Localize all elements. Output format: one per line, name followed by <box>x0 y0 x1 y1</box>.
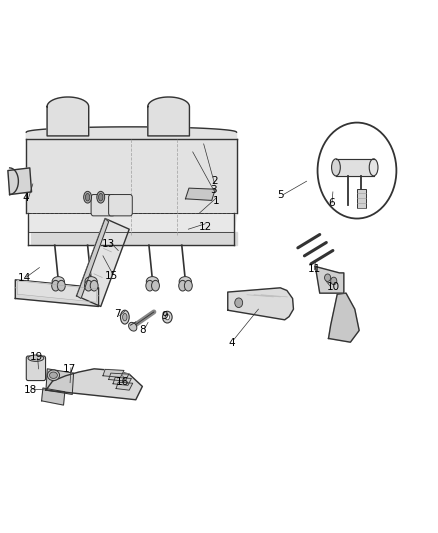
Circle shape <box>325 274 331 281</box>
Polygon shape <box>315 266 344 293</box>
Polygon shape <box>31 232 237 245</box>
Text: 16: 16 <box>116 377 129 386</box>
Ellipse shape <box>57 280 65 291</box>
Polygon shape <box>46 369 142 400</box>
Text: 5: 5 <box>277 190 284 199</box>
Polygon shape <box>228 288 293 320</box>
Ellipse shape <box>369 159 378 176</box>
Ellipse shape <box>162 311 172 323</box>
Text: 19: 19 <box>30 352 43 362</box>
Polygon shape <box>8 168 32 195</box>
Polygon shape <box>46 369 74 394</box>
Text: 10: 10 <box>326 282 339 292</box>
Text: 1: 1 <box>212 197 219 206</box>
Polygon shape <box>77 219 129 306</box>
Ellipse shape <box>49 372 57 378</box>
Ellipse shape <box>84 191 92 203</box>
Ellipse shape <box>90 280 98 291</box>
Ellipse shape <box>52 280 60 291</box>
Text: 11: 11 <box>308 264 321 273</box>
Ellipse shape <box>184 280 192 291</box>
Circle shape <box>235 298 243 308</box>
Text: 14: 14 <box>18 273 31 283</box>
Polygon shape <box>103 369 124 377</box>
Polygon shape <box>116 382 133 390</box>
Ellipse shape <box>146 277 159 286</box>
Ellipse shape <box>332 159 340 176</box>
Text: 3: 3 <box>210 185 217 195</box>
Ellipse shape <box>146 280 154 291</box>
FancyBboxPatch shape <box>109 195 132 216</box>
Polygon shape <box>335 159 374 176</box>
Polygon shape <box>113 377 131 385</box>
Text: 18: 18 <box>24 385 37 395</box>
FancyBboxPatch shape <box>26 356 46 381</box>
Ellipse shape <box>28 355 44 361</box>
Polygon shape <box>328 293 359 342</box>
Text: 17: 17 <box>63 364 76 374</box>
Polygon shape <box>26 127 237 139</box>
Bar <box>357 189 366 208</box>
Ellipse shape <box>52 277 64 286</box>
Ellipse shape <box>97 191 105 203</box>
Ellipse shape <box>129 322 137 331</box>
Ellipse shape <box>123 313 127 321</box>
Polygon shape <box>26 139 237 213</box>
Text: 9: 9 <box>161 311 168 320</box>
Text: 7: 7 <box>114 310 121 319</box>
Circle shape <box>318 123 396 219</box>
Text: 13: 13 <box>102 239 115 248</box>
Ellipse shape <box>85 193 90 201</box>
Text: 12: 12 <box>198 222 212 231</box>
Polygon shape <box>42 388 65 405</box>
Text: 4: 4 <box>229 338 236 348</box>
Polygon shape <box>47 97 88 136</box>
Polygon shape <box>77 219 109 298</box>
Polygon shape <box>185 188 215 200</box>
Ellipse shape <box>99 193 103 201</box>
Text: 8: 8 <box>139 325 146 335</box>
Circle shape <box>331 277 337 285</box>
Text: 15: 15 <box>105 271 118 281</box>
Ellipse shape <box>152 280 159 291</box>
Ellipse shape <box>179 277 191 286</box>
Ellipse shape <box>85 280 92 291</box>
Ellipse shape <box>85 277 97 286</box>
Text: 4: 4 <box>22 193 29 203</box>
Text: 6: 6 <box>328 198 336 208</box>
Ellipse shape <box>179 280 187 291</box>
Polygon shape <box>15 280 99 306</box>
Ellipse shape <box>120 310 129 324</box>
Polygon shape <box>18 281 96 302</box>
Text: 2: 2 <box>211 176 218 186</box>
Polygon shape <box>148 97 189 136</box>
FancyBboxPatch shape <box>91 195 115 216</box>
Polygon shape <box>109 373 129 381</box>
Polygon shape <box>28 213 237 232</box>
Ellipse shape <box>165 314 170 320</box>
Ellipse shape <box>47 370 60 381</box>
